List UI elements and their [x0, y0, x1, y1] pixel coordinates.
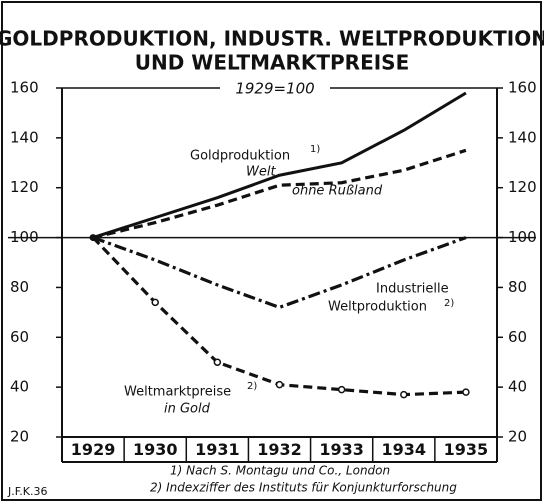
- annotation: Industrielle: [376, 282, 449, 297]
- y2-tick-label: 20: [508, 428, 527, 446]
- annotation: Welt: [246, 165, 276, 180]
- x-tick-label: 1930: [133, 440, 178, 459]
- point: [337, 385, 346, 394]
- origin-point: [89, 234, 97, 242]
- signature: J.F.K.36: [7, 485, 48, 498]
- y-tick-label: 100: [10, 228, 39, 246]
- chart-title: GOLDPRODUKTION, INDUSTR. WELTPRODUKTION: [0, 27, 544, 51]
- annotation: 2): [247, 381, 257, 392]
- y-tick-label: 80: [10, 278, 29, 296]
- y-tick-label: 140: [10, 128, 39, 146]
- annotation: 2): [444, 298, 454, 309]
- y2-tick-label: 100: [508, 228, 537, 246]
- x-tick-label: 1931: [195, 440, 240, 459]
- footnote: 2) Indexziffer des Instituts für Konjunk…: [150, 481, 457, 495]
- point: [213, 358, 222, 366]
- y-tick-label: 160: [10, 79, 39, 97]
- annotation: 1): [310, 144, 320, 155]
- chart-title: UND WELTMARKTPREISE: [135, 51, 410, 75]
- y2-tick-label: 140: [508, 128, 537, 146]
- subtitle: 1929=100: [235, 80, 314, 98]
- y-tick-label: 20: [10, 428, 29, 446]
- annotation: Goldproduktion: [190, 149, 290, 164]
- y-tick-label: 120: [10, 178, 39, 196]
- series-line: [92, 91, 467, 239]
- y2-tick-label: 40: [508, 378, 527, 396]
- y-tick-label: 60: [10, 328, 29, 346]
- y2-tick-label: 80: [508, 278, 527, 296]
- series-line: [91, 236, 466, 397]
- point: [151, 298, 159, 307]
- x-tick-label: 1934: [382, 440, 427, 459]
- y2-tick-label: 60: [508, 328, 527, 346]
- annotation: Weltmarktpreise: [124, 385, 231, 400]
- x-tick-label: 1932: [257, 440, 302, 459]
- x-tick-label: 1929: [71, 440, 116, 459]
- series-line: [92, 148, 467, 240]
- point: [275, 380, 284, 389]
- y2-tick-label: 120: [508, 178, 537, 196]
- annotation: in Gold: [164, 402, 211, 417]
- y2-tick-label: 160: [508, 79, 537, 97]
- subtitle-bg: [220, 78, 330, 98]
- point: [462, 388, 470, 396]
- x-tick-label: 1933: [319, 440, 364, 459]
- y-tick-label: 40: [10, 378, 29, 396]
- point: [400, 390, 408, 399]
- annotation: Weltproduktion: [328, 300, 427, 315]
- annotation: ohne Rußland: [292, 184, 383, 199]
- series-line: [92, 236, 467, 310]
- x-tick-label: 1935: [444, 440, 489, 459]
- footnote: 1) Nach S. Montagu und Co., London: [170, 464, 390, 478]
